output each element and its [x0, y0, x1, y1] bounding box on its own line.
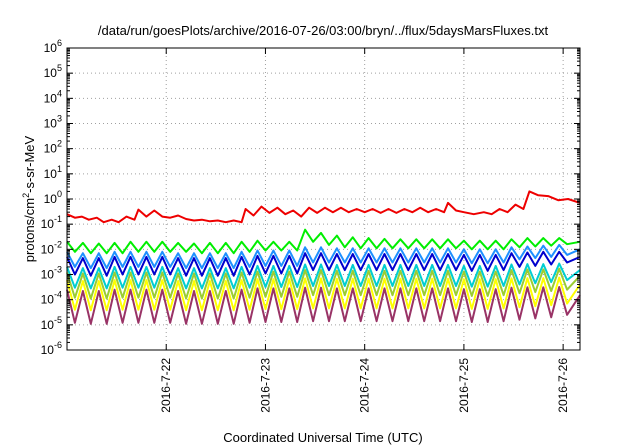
y-tick-label: 10-2: [41, 239, 62, 256]
y-tick-label-exp: 2: [57, 139, 62, 149]
y-tick-label-base: 10: [44, 66, 58, 80]
y-tick-label-exp: -1: [54, 214, 62, 224]
x-axis: 2016-7-22 2016-7-23 2016-7-24 2016-7-25 2016…: [159, 48, 570, 413]
y-tick-label-base: 10: [41, 217, 55, 231]
y-tick-label-exp: -6: [54, 340, 62, 350]
y-tick-label-exp: 4: [57, 88, 62, 98]
y-tick-label-exp: 5: [57, 63, 62, 73]
y-tick-label: 102: [44, 139, 62, 156]
x-axis-title: Coordinated Universal Time (UTC): [223, 430, 422, 445]
series-layer: [66, 190, 581, 325]
y-tick-label-base: 10: [41, 318, 55, 332]
series-line-7: [66, 276, 581, 312]
y-tick-label-base: 10: [41, 343, 55, 357]
y-axis-title: protons/cm2-s-sr-MeV: [21, 135, 37, 262]
y-axis: 10-610-510-410-310-210-11001011021031041…: [41, 38, 580, 357]
y-tick-label-base: 10: [44, 117, 58, 131]
y-tick-label-base: 10: [44, 142, 58, 156]
y-tick-label: 10-1: [41, 214, 62, 231]
series-line-4: [66, 250, 581, 277]
y-tick-label: 10-3: [41, 265, 62, 282]
y-tick-label: 10-4: [41, 290, 62, 307]
x-tick-label: 2016-7-25: [457, 358, 471, 413]
y-tick-label-base: 10: [41, 242, 55, 256]
y-axis-title-main: protons/cm: [22, 198, 37, 262]
y-tick-label-exp: -5: [54, 315, 62, 325]
y-tick-label: 106: [44, 38, 62, 55]
y-tick-label-exp: 0: [57, 189, 62, 199]
y-tick-label: 105: [44, 63, 62, 80]
y-tick-label-exp: -3: [54, 265, 62, 275]
y-axis-title-rest: -s-sr-MeV: [22, 135, 37, 192]
y-tick-label-exp: 3: [57, 114, 62, 124]
y-tick-label-exp: 6: [57, 38, 62, 48]
y-tick-label: 101: [44, 164, 62, 181]
x-tick-label: 2016-7-22: [159, 358, 173, 413]
y-tick-label: 100: [44, 189, 62, 206]
y-tick-label-base: 10: [41, 293, 55, 307]
series-line-3: [66, 243, 581, 270]
y-tick-label: 10-5: [41, 315, 62, 332]
series-line-2: [66, 228, 581, 255]
series-line-8: [66, 286, 581, 325]
x-tick-label: 2016-7-26: [556, 358, 570, 413]
y-tick-label-base: 10: [44, 41, 58, 55]
y-tick-label: 104: [44, 88, 62, 105]
y-tick-label: 10-6: [41, 340, 62, 357]
y-tick-label-base: 10: [41, 268, 55, 282]
y-tick-label-exp: -2: [54, 239, 62, 249]
x-tick-label: 2016-7-24: [358, 358, 372, 413]
y-tick-label: 103: [44, 114, 62, 131]
y-axis-title-sup: 2: [21, 193, 31, 198]
series-line-1: [66, 190, 581, 224]
y-tick-label-exp: 1: [57, 164, 62, 174]
y-tick-label-base: 10: [44, 167, 58, 181]
y-tick-label-exp: -4: [54, 290, 62, 300]
chart-title: /data/run/goesPlots/archive/2016-07-26/0…: [98, 23, 549, 38]
x-tick-label: 2016-7-23: [258, 358, 272, 413]
y-tick-label-base: 10: [44, 192, 58, 206]
y-tick-label-base: 10: [44, 91, 58, 105]
series-line-6: [66, 267, 581, 300]
series-line-5: [66, 262, 581, 290]
